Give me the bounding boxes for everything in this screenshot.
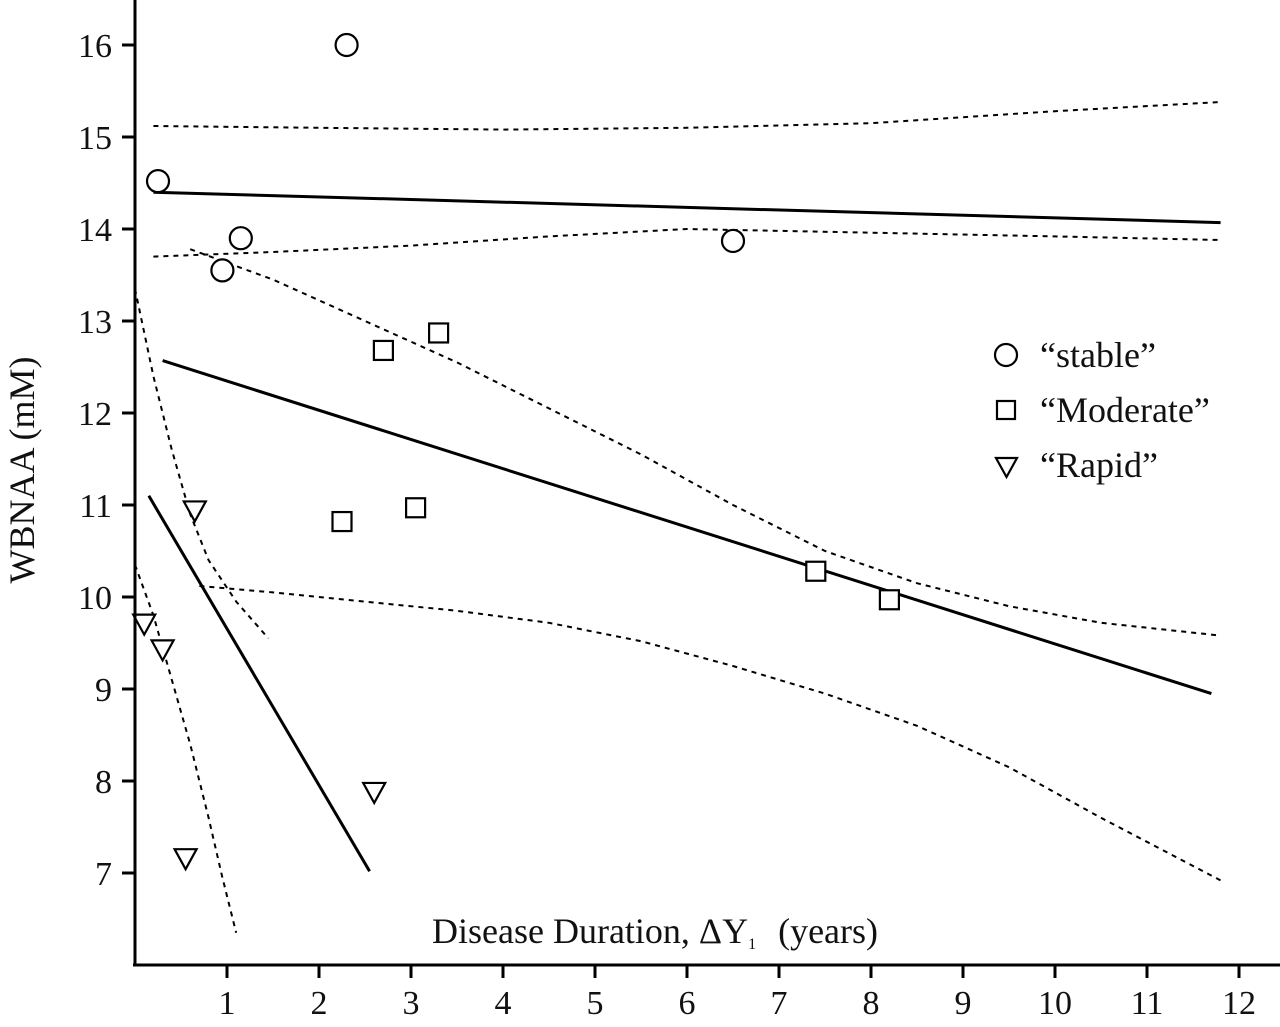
data-point-rapid [131, 613, 158, 637]
y-ticks: 7 8 9 10 11 12 13 14 15 16 [78, 28, 135, 893]
x-tick-label: 9 [955, 985, 972, 1022]
plot-points [131, 32, 901, 872]
x-tick-label: 3 [403, 985, 420, 1022]
data-point-rapid [172, 848, 199, 872]
y-tick-label: 8 [95, 764, 112, 801]
data-point-rapid [181, 500, 208, 524]
plot-lines [134, 101, 1222, 934]
x-axis-label: Disease Duration, ΔY1 (years) [432, 911, 878, 953]
data-point-moderate [331, 510, 353, 533]
data-point-moderate [428, 322, 450, 344]
x-axis-label-subscript: 1 [748, 936, 756, 953]
legend-marker-rapid [994, 456, 1019, 480]
x-axis-label-main: Disease Duration, ΔY [432, 911, 748, 951]
legend-marker-stable [993, 342, 1019, 368]
x-tick-label: 4 [495, 985, 512, 1022]
x-tick-label: 5 [587, 985, 604, 1022]
fit-line-stable [153, 190, 1221, 225]
y-tick-label: 14 [78, 212, 112, 249]
y-tick-label: 11 [79, 488, 112, 525]
y-tick-label: 16 [78, 28, 112, 65]
x-tick-label: 12 [1222, 985, 1256, 1022]
y-tick-label: 13 [78, 304, 112, 341]
x-ticks: 1 2 3 4 5 6 7 8 9 10 11 12 [219, 965, 1256, 1022]
ci-upper-moderate [189, 248, 1221, 637]
data-point-stable [720, 228, 746, 254]
data-point-stable [210, 258, 235, 283]
legend: “stable” “Moderate” “Rapid” [993, 335, 1210, 485]
data-point-stable [145, 169, 171, 194]
y-axis-label: WBNAA (mM) [2, 357, 42, 584]
data-point-rapid [149, 639, 176, 663]
legend-marker-moderate [995, 399, 1017, 421]
x-tick-label: 1 [219, 985, 236, 1022]
y-tick-label: 9 [95, 672, 112, 709]
data-point-moderate [878, 589, 901, 611]
data-point-moderate [805, 560, 827, 582]
x-tick-label: 6 [679, 985, 696, 1022]
fit-line-moderate [162, 359, 1212, 696]
x-tick-label: 11 [1131, 985, 1164, 1022]
x-axis-label-unit: (years) [778, 911, 878, 951]
x-tick-label: 2 [311, 985, 328, 1022]
legend-label-rapid: “Rapid” [1040, 445, 1158, 485]
ci-lower-stable [153, 227, 1221, 258]
fit-line-rapid [147, 495, 371, 872]
data-point-moderate [372, 339, 394, 362]
ci-lower-moderate [199, 585, 1222, 882]
y-tick-label: 7 [95, 856, 112, 893]
y-tick-label: 15 [78, 120, 112, 157]
x-tick-label: 8 [863, 985, 880, 1022]
ci-upper-stable [153, 101, 1221, 131]
x-tick-label: 10 [1038, 985, 1072, 1022]
legend-label-moderate: “Moderate” [1040, 390, 1210, 430]
data-point-moderate [405, 497, 427, 519]
y-tick-label: 12 [78, 396, 112, 433]
legend-label-stable: “stable” [1040, 335, 1156, 375]
data-point-stable [228, 226, 253, 251]
x-tick-label: 7 [771, 985, 788, 1022]
y-tick-label: 10 [78, 580, 112, 617]
data-point-stable [334, 32, 359, 58]
data-point-rapid [361, 781, 388, 806]
